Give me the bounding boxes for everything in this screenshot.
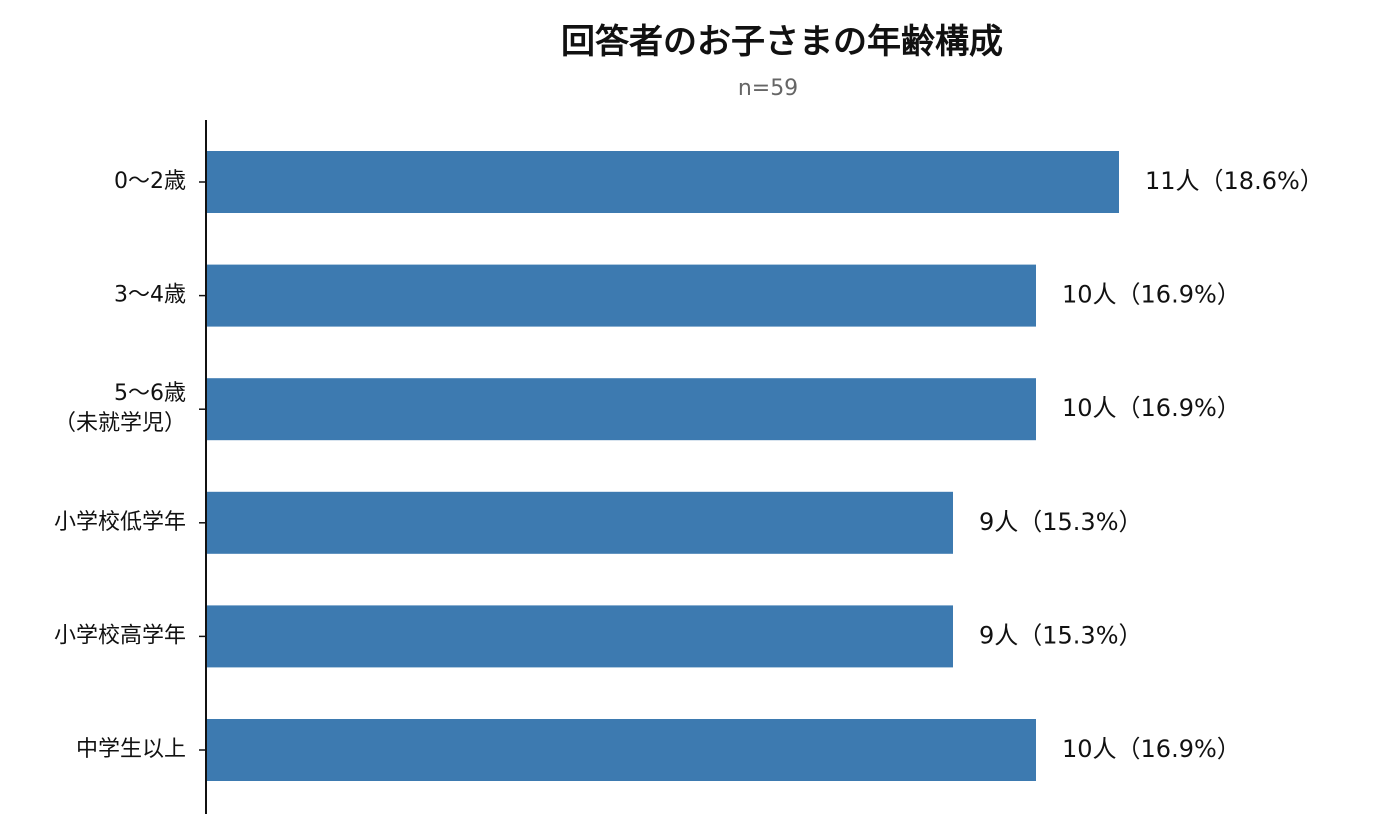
- value-labels: 11人（18.6%） 10人（16.9%） 10人（16.9%） 9人（15.3%） 9…: [979, 167, 1324, 763]
- bar-1: [206, 264, 1036, 327]
- bar-0: [206, 151, 1119, 213]
- chart-subtitle: n=59: [737, 76, 799, 101]
- value-label-2: 10人（16.9%）: [1062, 394, 1241, 422]
- category-label-1: 3〜4歳: [114, 283, 186, 308]
- category-label-2-line-1: （未就学児）: [54, 411, 186, 436]
- value-label-3: 9人（15.3%）: [979, 508, 1143, 536]
- bar-5: [206, 719, 1036, 781]
- y-axis-ticks: [199, 181, 206, 751]
- bar-3: [206, 491, 953, 554]
- category-label-4: 小学校高学年: [54, 623, 186, 648]
- bar-4: [206, 605, 953, 668]
- category-label-3: 小学校低学年: [54, 510, 186, 535]
- value-label-1: 10人（16.9%）: [1062, 281, 1241, 309]
- value-label-4: 9人（15.3%）: [979, 621, 1143, 649]
- bar-2: [206, 378, 1036, 441]
- chart-title: 回答者のお子さまの年齢構成: [561, 22, 1003, 62]
- category-label-5: 中学生以上: [76, 737, 186, 762]
- category-label-2-line-0: 5〜6歳: [114, 381, 186, 406]
- category-label-0: 0〜2歳: [114, 169, 186, 194]
- value-label-5: 10人（16.9%）: [1062, 735, 1241, 763]
- value-label-0: 11人（18.6%）: [1145, 167, 1324, 195]
- bars-layer: [206, 151, 1119, 781]
